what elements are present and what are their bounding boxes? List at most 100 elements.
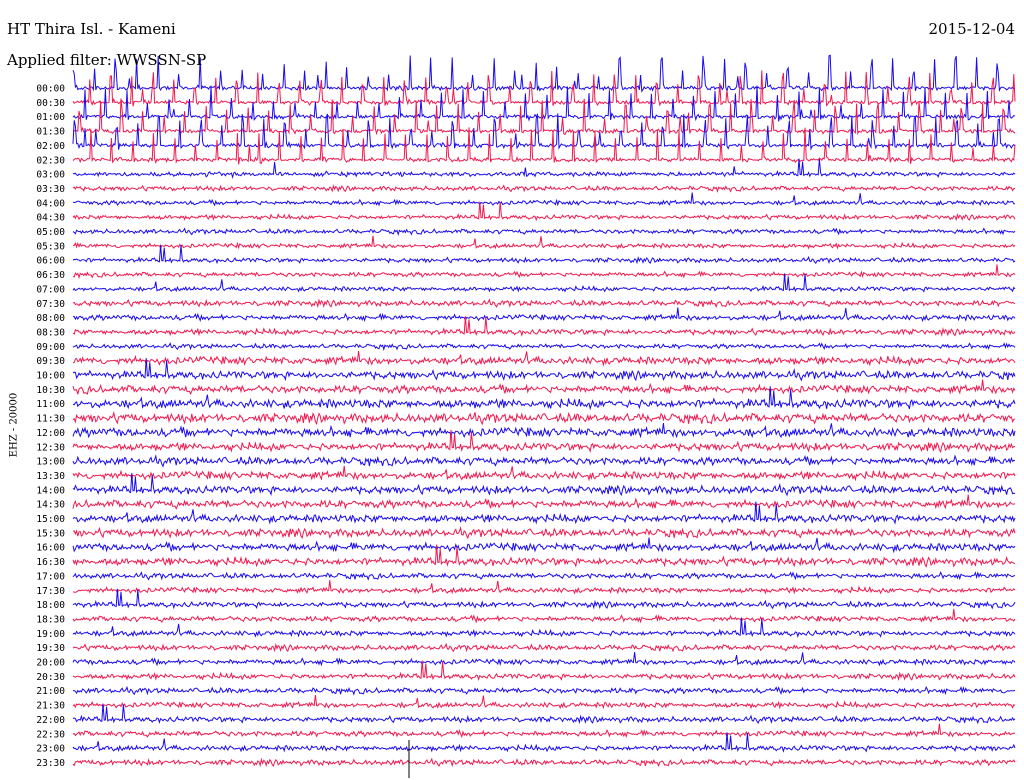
trace-row [72, 501, 1016, 525]
time-tick-label: 11:00 [36, 399, 65, 410]
trace-row [72, 703, 1016, 725]
time-tick-label: 14:30 [36, 500, 65, 511]
time-tick-label: 14:00 [36, 485, 65, 496]
trace-row [72, 386, 1016, 411]
time-tick-label: 23:30 [36, 758, 65, 769]
time-tick-label: 15:30 [36, 528, 65, 539]
time-tick-label: 22:00 [36, 715, 65, 726]
time-tick-label: 07:30 [36, 299, 65, 310]
trace-row [72, 617, 1016, 638]
trace-row [72, 158, 1016, 180]
trace-row [72, 85, 1016, 122]
time-tick-label: 08:30 [36, 327, 65, 338]
trace-row [72, 113, 1016, 151]
trace-row [72, 608, 1016, 624]
trace-row [72, 642, 1016, 653]
time-tick-label: 10:00 [36, 371, 65, 382]
trace-row [72, 235, 1016, 250]
trace-row [72, 571, 1016, 581]
time-tick-label: 21:30 [36, 701, 65, 712]
time-tick-label: 06:00 [36, 256, 65, 267]
channel-label-text: EHZ - 20000 [8, 392, 20, 458]
time-tick-label: 01:30 [36, 127, 65, 138]
time-tick-label: 22:30 [36, 729, 65, 740]
trace-row [72, 472, 1016, 497]
trace-row [72, 660, 1016, 682]
time-tick-label: 11:30 [36, 414, 65, 425]
time-tick-label: 20:30 [36, 672, 65, 683]
trace-row [72, 525, 1016, 540]
trace-row [72, 70, 1016, 107]
time-tick-label: 00:30 [36, 98, 65, 109]
trace-row [72, 588, 1016, 610]
trace-row [72, 723, 1016, 739]
time-tick-label: 23:00 [36, 744, 65, 755]
time-tick-label: 03:00 [36, 170, 65, 181]
time-tick-label: 18:30 [36, 614, 65, 625]
time-tick-label: 16:30 [36, 557, 65, 568]
time-tick-label: 03:30 [36, 184, 65, 195]
time-tick-label: 20:00 [36, 658, 65, 669]
trace-row [72, 273, 1016, 293]
time-tick-label: 02:30 [36, 155, 65, 166]
time-tick-label: 04:30 [36, 213, 65, 224]
trace-row [72, 350, 1016, 367]
trace-row [72, 358, 1016, 382]
trace-row [72, 264, 1016, 280]
trace-row [72, 544, 1016, 568]
time-tick-label: 17:00 [36, 571, 65, 582]
time-tick-label: 08:00 [36, 313, 65, 324]
trace-row [72, 757, 1016, 768]
trace-row [72, 127, 1016, 165]
time-tick-labels: 00:00 00:30 01:00 01:30 02:00 02:30 03:00 03:30… [36, 84, 65, 769]
time-tick-label: 01:00 [36, 112, 65, 123]
time-tick-label: 13:30 [36, 471, 65, 482]
trace-row [72, 685, 1016, 696]
trace-row [72, 379, 1016, 396]
time-tick-label: 19:00 [36, 629, 65, 640]
trace-row [72, 316, 1016, 337]
time-tick-label: 02:00 [36, 141, 65, 152]
trace-row [72, 651, 1016, 667]
trace-row [72, 201, 1016, 222]
applied-filter-label: Applied filter: WWSSN-SP [7, 51, 207, 69]
trace-row [72, 580, 1016, 595]
trace-row [72, 454, 1016, 468]
trace-row [72, 410, 1016, 426]
trace-row [72, 192, 1015, 207]
time-tick-label: 13:00 [36, 457, 65, 468]
time-tick-label: 10:30 [36, 385, 65, 396]
trace-row [72, 184, 1015, 194]
time-tick-label: 17:30 [36, 586, 65, 597]
time-tick-label: 05:30 [36, 241, 65, 252]
time-tick-label: 12:00 [36, 428, 65, 439]
time-tick-label: 00:00 [36, 84, 65, 95]
time-tick-label: 05:00 [36, 227, 65, 238]
trace-row [72, 298, 1016, 309]
trace-row [72, 465, 1016, 482]
time-tick-label: 09:00 [36, 342, 65, 353]
time-tick-label: 09:30 [36, 356, 65, 367]
station-title: HT Thira Isl. - Kameni [7, 20, 176, 38]
time-tick-label: 21:00 [36, 686, 65, 697]
time-tick-label: 07:00 [36, 284, 65, 295]
trace-row [72, 342, 1016, 351]
time-tick-label: 04:00 [36, 198, 65, 209]
trace-row [72, 429, 1016, 453]
trace-row [72, 537, 1016, 554]
seismic-traces [72, 54, 1016, 778]
trace-row [72, 422, 1016, 439]
time-tick-label: 16:00 [36, 543, 65, 554]
trace-row [72, 227, 1016, 237]
trace-row [72, 732, 1016, 753]
time-tick-label: 18:00 [36, 600, 65, 611]
time-tick-label: 12:30 [36, 442, 65, 453]
trace-row [73, 307, 1016, 323]
trace-row [72, 494, 1016, 510]
trace-row [72, 694, 1016, 710]
time-tick-label: 06:30 [36, 270, 65, 281]
trace-row [72, 98, 1016, 136]
trace-row [72, 244, 1016, 265]
trace-row [72, 54, 1015, 93]
